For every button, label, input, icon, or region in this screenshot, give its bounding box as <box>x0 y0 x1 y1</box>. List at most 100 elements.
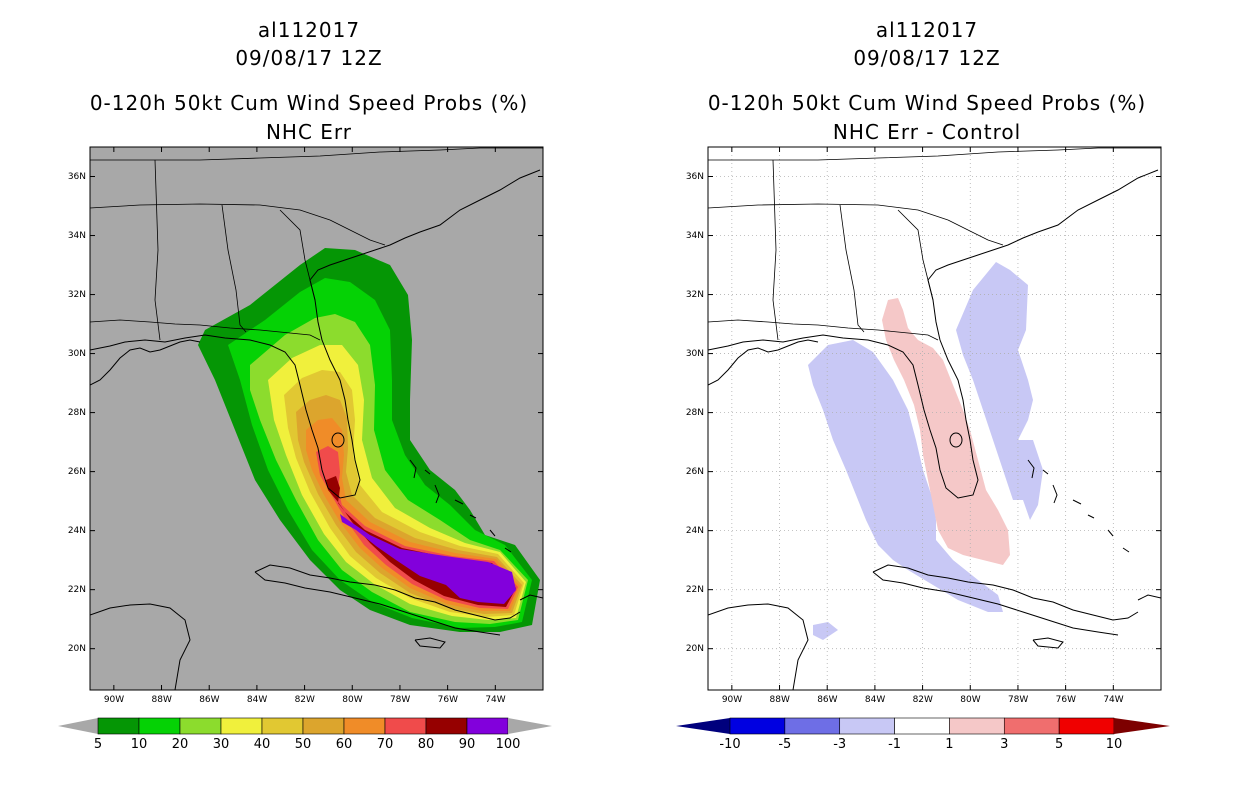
lat-label: 36N <box>685 171 704 182</box>
colorbar-label: 90 <box>458 737 476 752</box>
colorbar-swatch <box>302 717 345 735</box>
colorbar-swatch <box>138 717 181 735</box>
lon-label: 86W <box>817 695 838 705</box>
colorbar-label: 70 <box>376 737 394 752</box>
colorbar-swatch <box>384 717 427 735</box>
colorbar-label: 5 <box>1055 737 1064 752</box>
lat-lon-grid <box>708 147 1161 690</box>
colorbar-swatch <box>1003 717 1060 735</box>
colorbar-swatch <box>729 717 786 735</box>
lon-label: 80W <box>342 695 363 705</box>
colorbar-label: 100 <box>495 737 521 752</box>
lon-label: 90W <box>103 695 125 705</box>
lon-label: 82W <box>294 695 315 705</box>
datetime-title: 09/08/17 12Z <box>235 46 383 70</box>
lon-label: 76W <box>1055 695 1076 705</box>
storm-id-title: al112017 <box>875 18 979 42</box>
lon-label: 84W <box>864 695 886 705</box>
state-borders <box>708 147 1161 341</box>
colorbar-over-arrow <box>1114 718 1170 734</box>
lat-label: 20N <box>67 643 86 654</box>
datetime-title: 09/08/17 12Z <box>853 46 1001 70</box>
diff-negative-west <box>808 340 1003 612</box>
colorbar-swatch <box>894 717 950 735</box>
colorbar-label: -5 <box>778 737 792 752</box>
colorbar-label: 1 <box>945 737 954 752</box>
colorbar-under-arrow <box>676 718 730 734</box>
colorbar-label: -10 <box>719 737 741 752</box>
subtitle: NHC Err <box>265 120 353 144</box>
lat-label: 36N <box>67 171 86 182</box>
colorbar-label: 3 <box>1000 737 1009 752</box>
colorbar-swatch <box>97 717 140 735</box>
subtitle: NHC Err - Control <box>832 120 1022 144</box>
lat-label: 20N <box>685 643 704 654</box>
product-title: 0-120h 50kt Cum Wind Speed Probs (%) <box>707 91 1147 115</box>
colorbar <box>58 717 552 735</box>
left-panel: al112017 09/08/17 12Z 0-120h 50kt Cum Wi… <box>58 18 552 752</box>
colorbar-label: 60 <box>335 737 353 752</box>
colorbar-label: -3 <box>833 737 847 752</box>
colorbar-swatch <box>261 717 304 735</box>
colorbar-swatch <box>425 717 468 735</box>
lat-label: 28N <box>67 407 86 418</box>
lat-label: 24N <box>685 525 704 536</box>
lon-label: 86W <box>199 695 220 705</box>
colorbar <box>676 717 1170 735</box>
lat-label: 22N <box>67 584 86 595</box>
lat-label: 34N <box>685 230 704 241</box>
colorbar-swatch <box>1058 717 1115 735</box>
lon-label: 78W <box>1007 695 1029 705</box>
colorbar-label: 80 <box>417 737 435 752</box>
colorbar-swatch <box>179 717 222 735</box>
diff-positive-florida <box>882 298 1010 565</box>
right-panel: al112017 09/08/17 12Z 0-120h 50kt Cum Wi… <box>618 0 1236 800</box>
lon-ticks <box>731 147 1114 690</box>
lon-label: 80W <box>960 695 981 705</box>
colorbar-swatch <box>220 717 263 735</box>
colorbar-label: 20 <box>171 737 189 752</box>
lon-ticks <box>113 147 496 690</box>
map-frame <box>89 146 544 691</box>
lat-label: 32N <box>685 289 704 300</box>
colorbar-swatch <box>839 717 895 735</box>
lon-label: 88W <box>151 695 172 705</box>
lon-label: 88W <box>769 695 790 705</box>
colorbar-over-arrow <box>508 718 552 734</box>
colorbar-label: 10 <box>130 737 148 752</box>
lat-label: 26N <box>67 466 86 477</box>
lon-label: 78W <box>389 695 411 705</box>
lon-label: 90W <box>721 695 743 705</box>
lat-label: 24N <box>67 525 86 536</box>
colorbar-label: 40 <box>253 737 271 752</box>
colorbar-swatch <box>466 717 509 735</box>
diff-negative-east <box>956 262 1043 520</box>
probability-map <box>58 146 552 735</box>
colorbar-label: 5 <box>93 737 103 752</box>
lat-label: 30N <box>67 348 86 359</box>
lon-label: 82W <box>912 695 933 705</box>
coastline <box>90 169 543 690</box>
lat-label: 30N <box>685 348 704 359</box>
lon-label: 76W <box>437 695 458 705</box>
colorbar-label: 50 <box>294 737 312 752</box>
colorbar-swatch <box>343 717 386 735</box>
lat-label: 22N <box>685 584 704 595</box>
colorbar-under-arrow <box>58 718 98 734</box>
lon-label: 74W <box>1103 695 1124 705</box>
coastline <box>708 169 1161 690</box>
storm-id-title: al112017 <box>257 18 361 42</box>
diff-negative-yucatan <box>813 622 838 640</box>
lon-label: 74W <box>485 695 506 705</box>
colorbar-swatch <box>784 717 841 735</box>
colorbar-label: 10 <box>1105 737 1123 752</box>
lat-label: 26N <box>685 466 704 477</box>
lat-label: 34N <box>67 230 86 241</box>
colorbar-label: 30 <box>212 737 230 752</box>
lat-label: 28N <box>685 407 704 418</box>
colorbar-label: -1 <box>888 737 902 752</box>
lat-label: 32N <box>67 289 86 300</box>
prob-band-90-100 <box>340 514 516 604</box>
map-frame <box>707 146 1162 691</box>
lat-ticks <box>90 176 543 650</box>
